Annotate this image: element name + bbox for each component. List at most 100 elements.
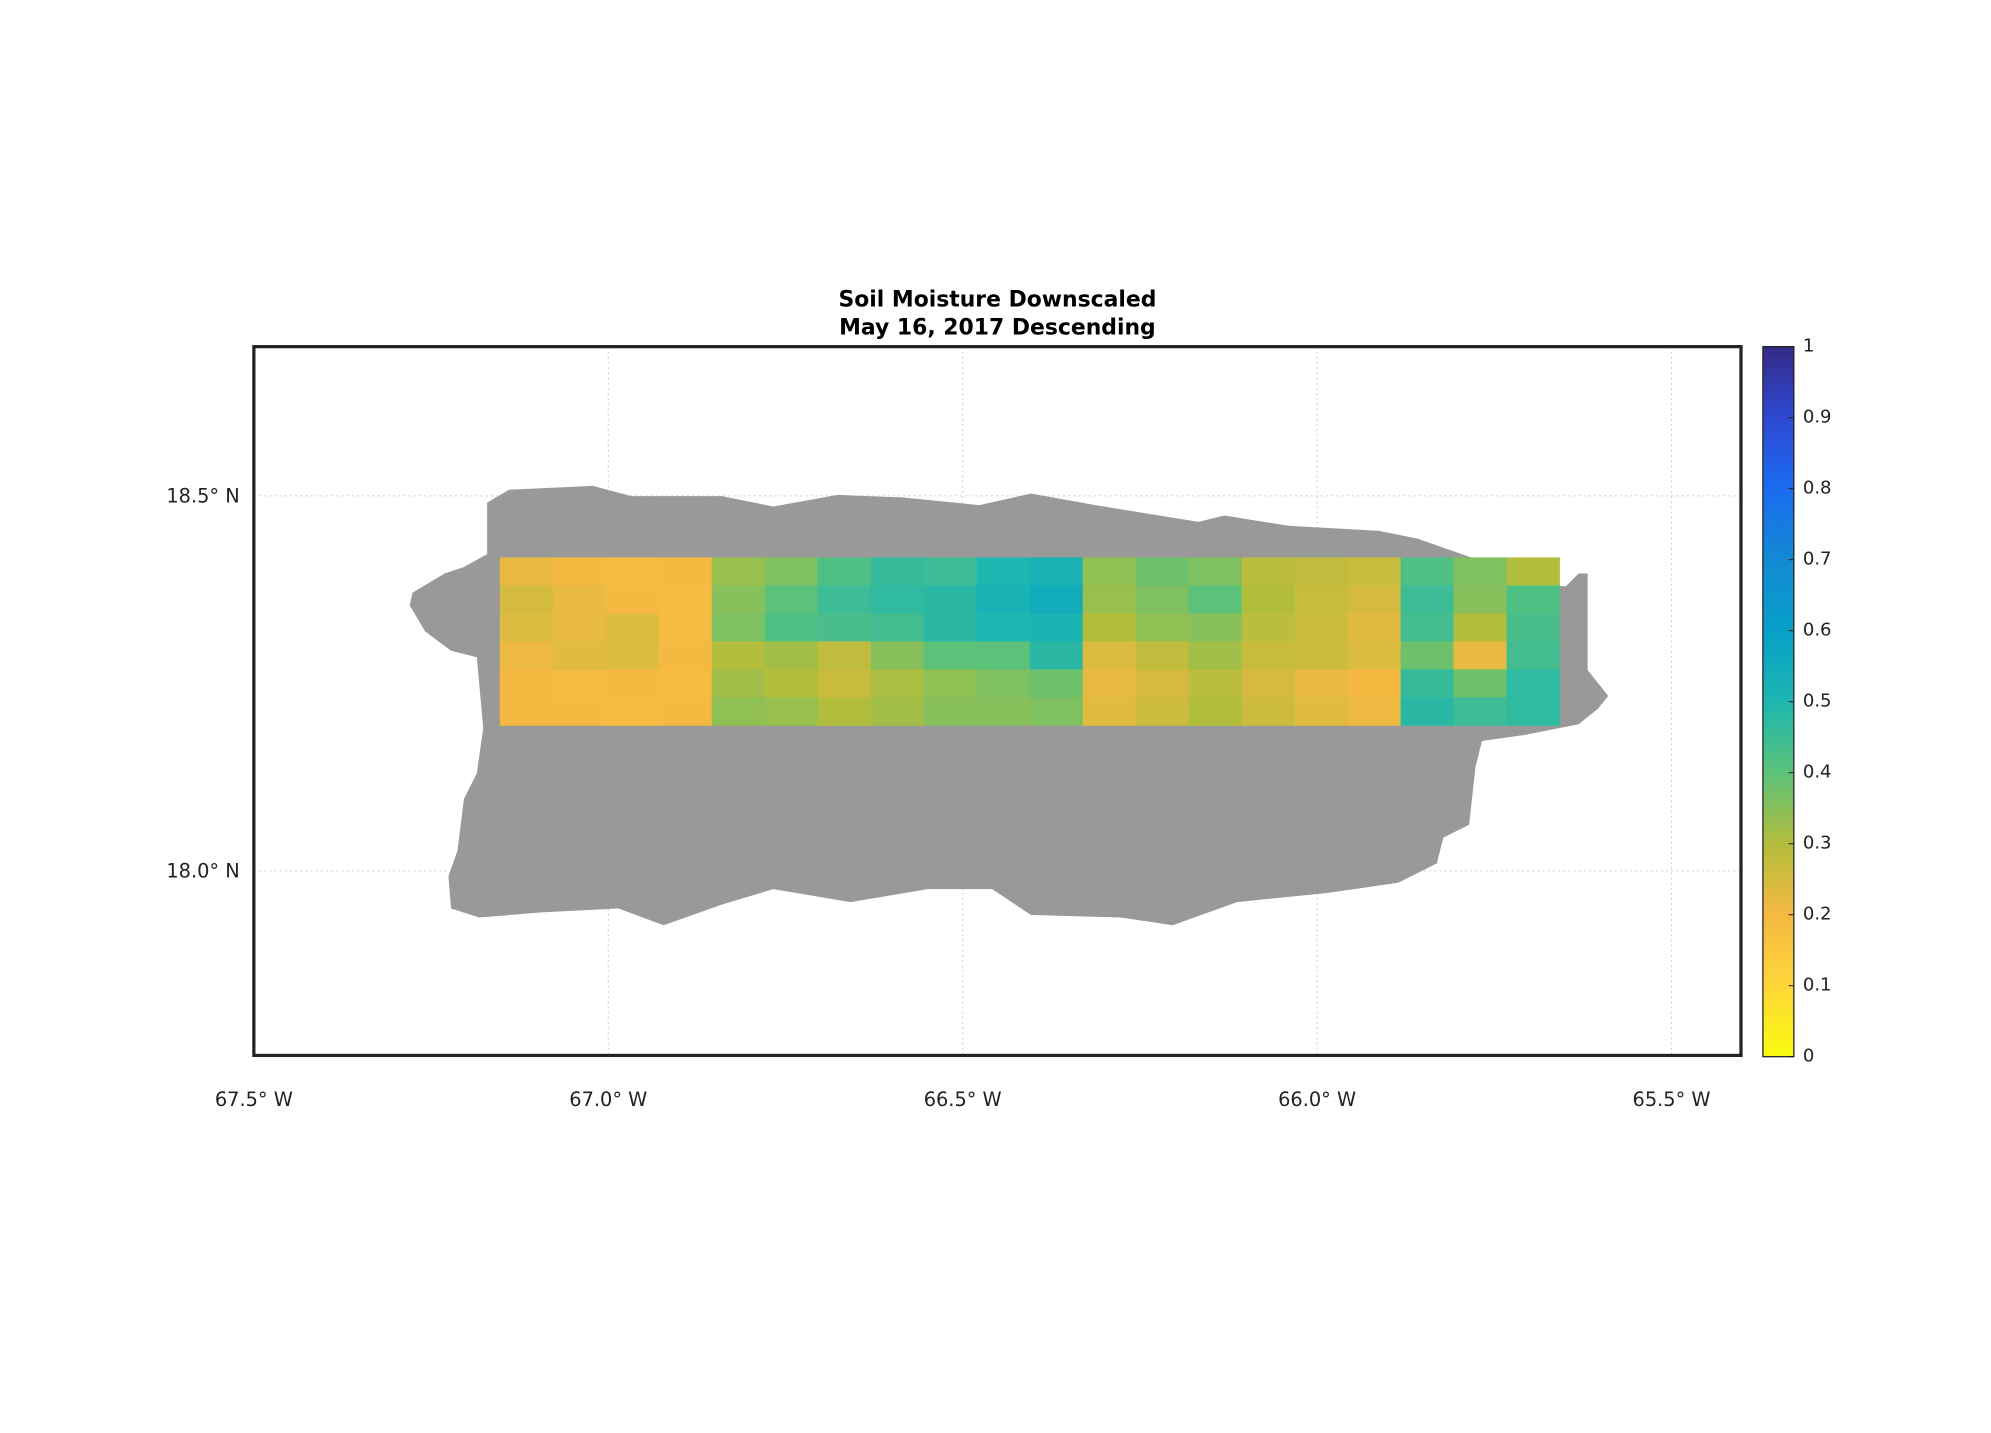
cell: [764, 557, 819, 586]
cell: [1453, 697, 1507, 726]
cell: [764, 669, 819, 698]
cell: [552, 613, 607, 642]
colorbar-tick-label: 0: [1803, 1046, 1814, 1067]
cell: [1506, 697, 1560, 726]
cell: [552, 557, 607, 586]
colorbar-tick-label: 1: [1803, 336, 1814, 357]
cell: [1241, 669, 1295, 698]
cell: [1453, 669, 1507, 698]
cell: [552, 585, 607, 614]
cell: [870, 641, 925, 670]
cell: [817, 669, 872, 698]
y-tick-label: 18.5° N: [166, 485, 239, 508]
cell: [1347, 669, 1401, 698]
cell: [1294, 557, 1348, 586]
x-tick-label: 65.5° W: [1633, 1088, 1711, 1111]
cell: [1082, 585, 1137, 614]
cell: [1453, 641, 1507, 670]
cell: [870, 697, 925, 726]
cell: [711, 613, 766, 642]
cell: [1188, 669, 1243, 698]
cell: [976, 557, 1031, 586]
cell: [658, 669, 713, 698]
chart-title: Soil Moisture Downscaled: [838, 287, 1156, 312]
cell: [1506, 585, 1560, 614]
cell: [817, 641, 872, 670]
cell: [1294, 585, 1348, 614]
cell: [1400, 613, 1454, 642]
cell: [1347, 613, 1401, 642]
cell: [1029, 585, 1084, 614]
plot-frame: [252, 345, 1743, 1058]
cell: [923, 613, 978, 642]
cell: [605, 557, 660, 586]
colorbar-tick-label: 0.6: [1803, 620, 1832, 641]
cell: [1082, 669, 1137, 698]
y-tick-label: 18.0° N: [166, 860, 239, 883]
cell: [711, 641, 766, 670]
colorbar-tick-label: 0.9: [1803, 407, 1832, 428]
cell: [1347, 697, 1401, 726]
cell: [764, 641, 819, 670]
cell: [499, 669, 554, 698]
cell: [923, 697, 978, 726]
cell: [870, 669, 925, 698]
cell: [658, 697, 713, 726]
cell: [658, 641, 713, 670]
cell: [923, 557, 978, 586]
cell: [1029, 669, 1084, 698]
cell: [1453, 585, 1507, 614]
x-tick-label: 67.0° W: [569, 1088, 647, 1111]
cell: [658, 585, 713, 614]
x-tick-label: 66.5° W: [924, 1088, 1002, 1111]
cell: [1082, 613, 1137, 642]
chart-subtitle: May 16, 2017 Descending: [839, 316, 1156, 341]
cell: [1453, 613, 1507, 642]
cell: [976, 697, 1031, 726]
cell: [499, 585, 554, 614]
cell: [1241, 585, 1295, 614]
cell: [605, 669, 660, 698]
cell: [1135, 641, 1190, 670]
cell: [1188, 641, 1243, 670]
cell: [1400, 585, 1454, 614]
cell: [817, 697, 872, 726]
cell: [1188, 557, 1243, 586]
cell: [605, 697, 660, 726]
cell: [1506, 613, 1560, 642]
cell: [552, 669, 607, 698]
cell: [1188, 585, 1243, 614]
colorbar-tick-label: 0.1: [1803, 975, 1832, 996]
cell: [1188, 613, 1243, 642]
cell: [1029, 641, 1084, 670]
cell: [817, 585, 872, 614]
cell: [711, 585, 766, 614]
cell: [1082, 557, 1137, 586]
cell: [976, 641, 1031, 670]
cell: [764, 613, 819, 642]
cell: [605, 641, 660, 670]
cell: [870, 585, 925, 614]
cell: [1135, 557, 1190, 586]
colorbar-tick-label: 0.2: [1803, 904, 1832, 925]
cell: [1135, 585, 1190, 614]
cell: [976, 669, 1031, 698]
cell: [1241, 641, 1295, 670]
cell: [1135, 697, 1190, 726]
cell: [1188, 697, 1243, 726]
cell: [1506, 641, 1560, 670]
cell: [711, 557, 766, 586]
cell: [1241, 697, 1295, 726]
cell: [1400, 669, 1454, 698]
cell: [1082, 697, 1137, 726]
cell: [1506, 669, 1560, 698]
cell: [976, 613, 1031, 642]
cell: [817, 557, 872, 586]
cell: [499, 641, 554, 670]
cell: [870, 613, 925, 642]
cell: [764, 585, 819, 614]
cell: [764, 697, 819, 726]
colorbar-tick-label: 0.8: [1803, 478, 1832, 499]
cell: [870, 557, 925, 586]
colorbar-tick-label: 0.3: [1803, 833, 1832, 854]
